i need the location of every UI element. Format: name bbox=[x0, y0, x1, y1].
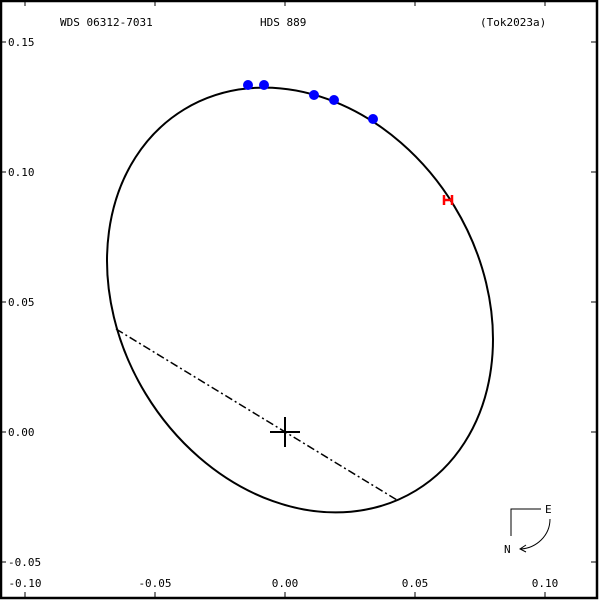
compass-north-label: N bbox=[504, 543, 511, 556]
compass: E N bbox=[504, 503, 552, 556]
x-tick-label: -0.10 bbox=[8, 577, 41, 590]
compass-arrow bbox=[520, 518, 551, 550]
observation-point bbox=[309, 90, 319, 100]
line-of-nodes bbox=[115, 328, 398, 501]
orbit-ellipse bbox=[106, 86, 494, 514]
x-tick-label: 0.00 bbox=[272, 577, 299, 590]
y-tick-label: -0.05 bbox=[8, 556, 41, 569]
compass-east-label: E bbox=[545, 503, 552, 516]
y-tick-label: 0.00 bbox=[8, 426, 35, 439]
reference-label: (Tok2023a) bbox=[480, 16, 547, 29]
observation-point bbox=[368, 114, 378, 124]
wds-id-label: WDS 06312-7031 bbox=[60, 16, 153, 29]
y-tick-label: 0.05 bbox=[8, 296, 35, 309]
observation-point bbox=[259, 80, 269, 90]
compass-arrowhead-icon bbox=[519, 544, 527, 553]
right-ticks bbox=[591, 41, 597, 563]
y-tick-label: 0.10 bbox=[8, 166, 35, 179]
x-tick-label: 0.05 bbox=[402, 577, 429, 590]
top-ticks bbox=[24, 1, 546, 6]
left-ticks bbox=[1, 41, 6, 563]
discoverer-label: HDS 889 bbox=[260, 16, 307, 29]
x-tick-label: -0.05 bbox=[138, 577, 171, 590]
compass-axes bbox=[510, 508, 541, 536]
hipparcos-marker bbox=[442, 195, 454, 205]
y-tick-label: 0.15 bbox=[8, 36, 35, 49]
primary-star-marker bbox=[270, 417, 300, 447]
bottom-ticks bbox=[24, 592, 546, 598]
observation-points bbox=[243, 80, 378, 124]
observation-point bbox=[329, 95, 339, 105]
observation-point bbox=[243, 80, 253, 90]
x-tick-label: 0.10 bbox=[532, 577, 559, 590]
